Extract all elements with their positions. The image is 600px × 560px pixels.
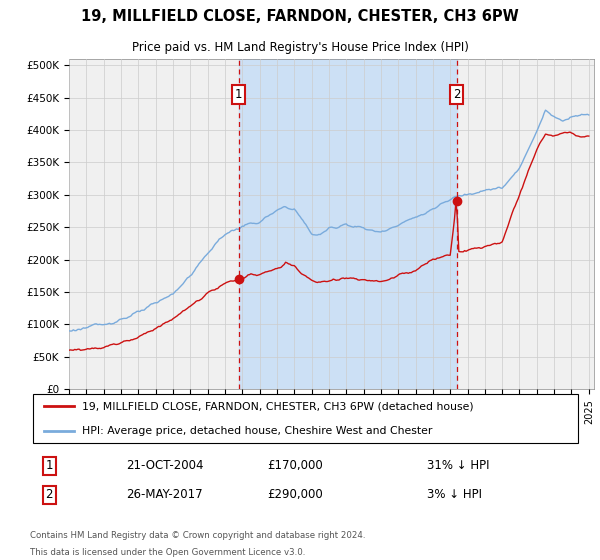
Text: 19, MILLFIELD CLOSE, FARNDON, CHESTER, CH3 6PW: 19, MILLFIELD CLOSE, FARNDON, CHESTER, C… [81, 9, 519, 24]
FancyBboxPatch shape [33, 394, 578, 443]
Text: This data is licensed under the Open Government Licence v3.0.: This data is licensed under the Open Gov… [30, 548, 305, 557]
Bar [239, 59, 457, 389]
Text: £170,000: £170,000 [267, 459, 323, 473]
Text: 26-MAY-2017: 26-MAY-2017 [127, 488, 203, 501]
Text: 2: 2 [46, 488, 53, 501]
Text: 31% ↓ HPI: 31% ↓ HPI [427, 459, 490, 473]
Text: 3% ↓ HPI: 3% ↓ HPI [427, 488, 482, 501]
Text: Contains HM Land Registry data © Crown copyright and database right 2024.: Contains HM Land Registry data © Crown c… [30, 531, 365, 540]
Text: 19, MILLFIELD CLOSE, FARNDON, CHESTER, CH3 6PW (detached house): 19, MILLFIELD CLOSE, FARNDON, CHESTER, C… [82, 402, 474, 412]
Text: £290,000: £290,000 [267, 488, 323, 501]
Text: 1: 1 [235, 88, 242, 101]
Text: Price paid vs. HM Land Registry's House Price Index (HPI): Price paid vs. HM Land Registry's House … [131, 41, 469, 54]
Text: 2: 2 [453, 88, 460, 101]
Text: 21-OCT-2004: 21-OCT-2004 [127, 459, 204, 473]
Text: 1: 1 [46, 459, 53, 473]
Text: HPI: Average price, detached house, Cheshire West and Chester: HPI: Average price, detached house, Ches… [82, 426, 433, 436]
